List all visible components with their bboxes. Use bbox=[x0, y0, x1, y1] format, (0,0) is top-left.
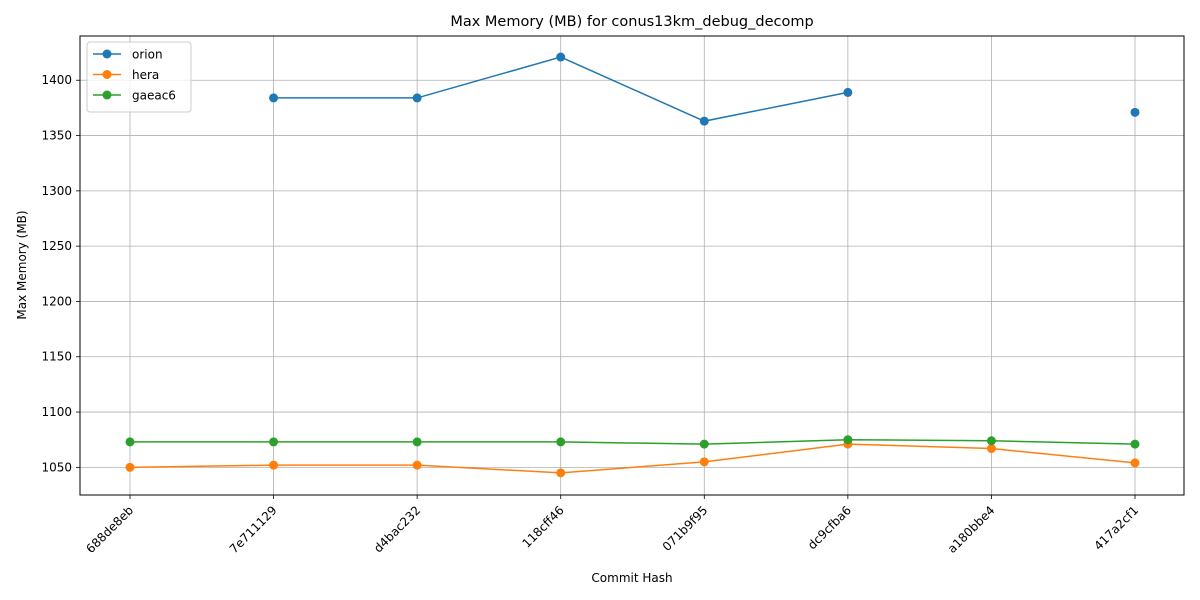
plot-frame bbox=[79, 35, 1185, 496]
data-point-orion bbox=[556, 52, 566, 62]
legend: orion hera gaeac6 bbox=[86, 41, 192, 113]
data-point-orion bbox=[412, 93, 422, 103]
data-point-orion bbox=[1130, 107, 1140, 117]
data-point-hera bbox=[269, 460, 279, 470]
data-point-hera bbox=[1130, 458, 1140, 468]
y-tick-label: 1200 bbox=[41, 294, 72, 308]
data-point-orion bbox=[269, 93, 279, 103]
legend-marker-orion bbox=[102, 49, 112, 59]
y-tick-label: 1400 bbox=[41, 73, 72, 87]
legend-item-hera: hera bbox=[93, 68, 159, 82]
legend-item-orion: orion bbox=[93, 48, 163, 62]
series-gaeac6 bbox=[125, 435, 1140, 449]
data-point-gaeac6 bbox=[556, 437, 566, 447]
data-point-hera bbox=[125, 462, 135, 472]
series-orion bbox=[269, 52, 1140, 126]
series-line-gaeac6 bbox=[130, 438, 1136, 445]
legend-label-gaeac6: gaeac6 bbox=[132, 89, 176, 103]
legend-marker-hera bbox=[102, 70, 112, 79]
data-point-hera bbox=[986, 444, 996, 454]
y-axis-title: Max Memory (MB) bbox=[15, 210, 29, 319]
data-point-hera bbox=[699, 457, 709, 467]
series-line-hera bbox=[129, 443, 1136, 474]
legend-label-hera: hera bbox=[132, 68, 159, 82]
y-tick-label: 1250 bbox=[41, 239, 72, 253]
legend-item-gaeac6: gaeac6 bbox=[93, 89, 176, 103]
data-point-gaeac6 bbox=[1130, 439, 1140, 449]
series-group bbox=[125, 52, 1140, 478]
data-point-gaeac6 bbox=[699, 439, 709, 449]
data-point-gaeac6 bbox=[269, 437, 279, 447]
y-tick-label: 1100 bbox=[41, 405, 72, 419]
legend-label-orion: orion bbox=[132, 48, 163, 62]
data-point-hera bbox=[412, 460, 422, 470]
data-point-hera bbox=[556, 468, 566, 478]
x-axis-title: Commit Hash bbox=[591, 571, 672, 585]
data-point-gaeac6 bbox=[412, 437, 422, 447]
data-point-gaeac6 bbox=[125, 437, 135, 447]
data-point-gaeac6 bbox=[843, 435, 853, 445]
y-tick-label: 1350 bbox=[41, 129, 72, 143]
y-tick-label: 1150 bbox=[41, 350, 72, 364]
y-tick-label: 1300 bbox=[41, 184, 72, 198]
chart-title: Max Memory (MB) for conus13km_debug_deco… bbox=[450, 14, 813, 30]
data-point-orion bbox=[699, 116, 709, 126]
y-tick-label: 1050 bbox=[41, 460, 72, 474]
data-point-orion bbox=[843, 87, 853, 97]
data-point-gaeac6 bbox=[986, 436, 996, 446]
legend-marker-gaeac6 bbox=[102, 90, 112, 100]
